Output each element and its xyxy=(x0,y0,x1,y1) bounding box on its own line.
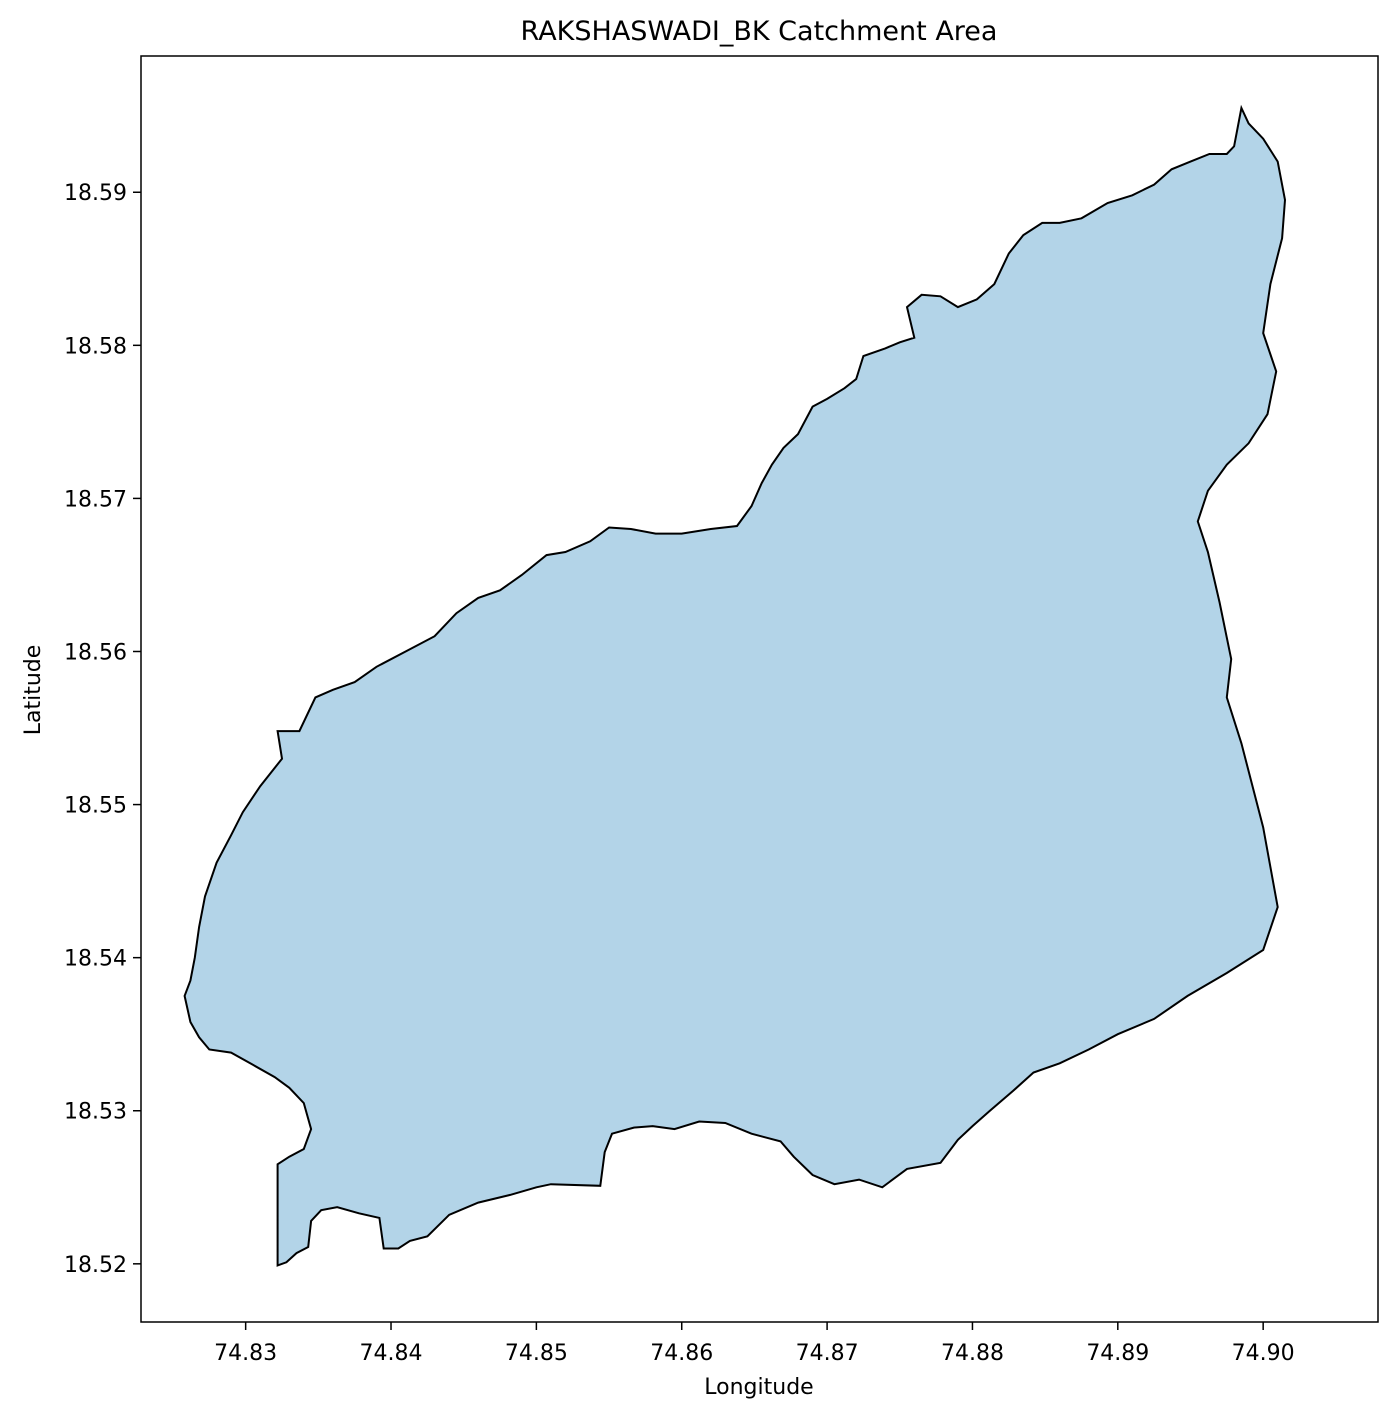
y-tick-label: 18.52 xyxy=(64,1253,127,1278)
x-tick-label: 74.88 xyxy=(941,1341,1004,1366)
catchment-polygon xyxy=(183,104,1287,1267)
chart-title: RAKSHASWADI_BK Catchment Area xyxy=(521,16,998,47)
x-tick-label: 74.89 xyxy=(1086,1341,1149,1366)
y-tick-label: 18.55 xyxy=(64,794,127,819)
x-tick-label: 74.87 xyxy=(796,1341,859,1366)
x-tick-label: 74.84 xyxy=(360,1341,423,1366)
x-axis-ticks: 74.83 74.84 74.85 74.86 74.87 74.88 74.89 74.90 xyxy=(214,1322,1295,1366)
y-tick-label: 18.54 xyxy=(64,947,127,972)
y-tick-label: 18.56 xyxy=(64,640,127,665)
y-tick-label: 18.57 xyxy=(64,487,127,512)
x-axis-label: Longitude xyxy=(704,1375,813,1400)
x-tick-label: 74.83 xyxy=(214,1341,277,1366)
x-tick-label: 74.86 xyxy=(650,1341,713,1366)
plot-frame xyxy=(140,55,1379,1323)
y-tick-label: 18.53 xyxy=(64,1100,127,1125)
x-tick-label: 74.90 xyxy=(1232,1341,1295,1366)
y-tick-label: 18.59 xyxy=(64,181,127,206)
y-tick-label: 18.58 xyxy=(64,334,127,359)
y-axis-label: Latitude xyxy=(21,645,46,736)
y-axis-ticks: 18.52 18.53 18.54 18.55 18.56 18.57 18.58 18.59 xyxy=(64,181,141,1278)
x-tick-label: 74.85 xyxy=(505,1341,568,1366)
